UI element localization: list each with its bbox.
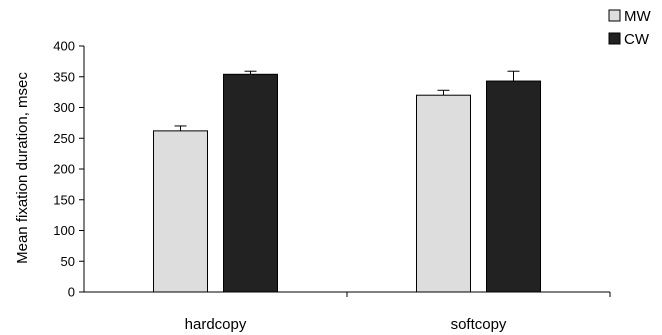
bar-cw-softcopy <box>486 80 541 293</box>
x-tick-labels: hardcopy softcopy <box>185 316 507 333</box>
legend-label-mw: MW <box>624 8 651 25</box>
bar-cw-hardcopy <box>223 73 278 293</box>
bars <box>153 70 541 293</box>
bar-mw-softcopy <box>416 94 471 293</box>
legend: MW CW <box>608 8 651 48</box>
y-tick-label: 400 <box>53 39 75 54</box>
y-tick-label: 100 <box>53 223 75 238</box>
bar-mw-hardcopy <box>153 130 208 293</box>
y-tick-label: 0 <box>68 285 75 300</box>
y-tick-label: 150 <box>53 192 75 207</box>
legend-swatch-mw <box>608 9 621 22</box>
y-axis-label: Mean fixation duration, msec <box>14 72 31 264</box>
y-ticks: 0 50 100 150 200 250 300 350 400 <box>53 39 84 300</box>
y-tick-label: 300 <box>53 100 75 115</box>
y-tick-label: 250 <box>53 131 75 146</box>
x-tick-label-hardcopy: hardcopy <box>185 316 247 333</box>
x-tick-label-softcopy: softcopy <box>451 316 507 333</box>
legend-swatch-cw <box>608 32 621 45</box>
y-tick-label: 350 <box>53 69 75 84</box>
legend-label-cw: CW <box>624 31 650 48</box>
y-tick-label: 200 <box>53 162 75 177</box>
y-tick-label: 50 <box>61 254 75 269</box>
